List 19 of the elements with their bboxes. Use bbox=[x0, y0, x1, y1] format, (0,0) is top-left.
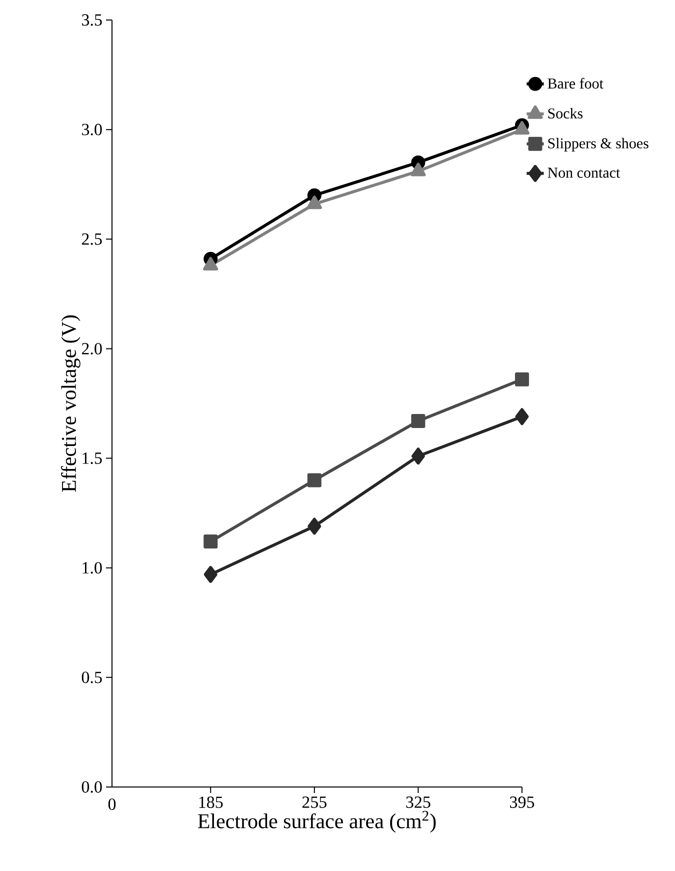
legend-label: Socks bbox=[548, 108, 583, 119]
x-tick-label: 395 bbox=[510, 796, 534, 808]
x-tick-label: 255 bbox=[302, 796, 326, 808]
y-tick-label: 0.0 bbox=[82, 781, 102, 793]
legend-label: Slippers & shoes bbox=[548, 138, 648, 152]
x-tick-label: 185 bbox=[199, 796, 223, 808]
y-tick-label: 0.5 bbox=[82, 672, 102, 684]
legend-label: Non contact bbox=[548, 168, 620, 178]
text: 0 bbox=[108, 798, 116, 810]
y-tick-label: 3.0 bbox=[82, 124, 102, 136]
y-tick-label: 1.5 bbox=[82, 452, 102, 464]
y-tick-label: 3.5 bbox=[82, 14, 102, 26]
x-tick-label: 325 bbox=[406, 796, 430, 808]
y-tick-label: 1.0 bbox=[82, 562, 102, 574]
y-axis-title: Effective voltage (V) bbox=[61, 315, 80, 492]
y-tick-label: 2.5 bbox=[82, 233, 102, 245]
x-axis-title: Electrode surface area (cm$^{2}$) bbox=[198, 810, 436, 833]
legend-label: Bare foot bbox=[548, 78, 604, 89]
y-tick-label: 2.0 bbox=[82, 342, 102, 354]
